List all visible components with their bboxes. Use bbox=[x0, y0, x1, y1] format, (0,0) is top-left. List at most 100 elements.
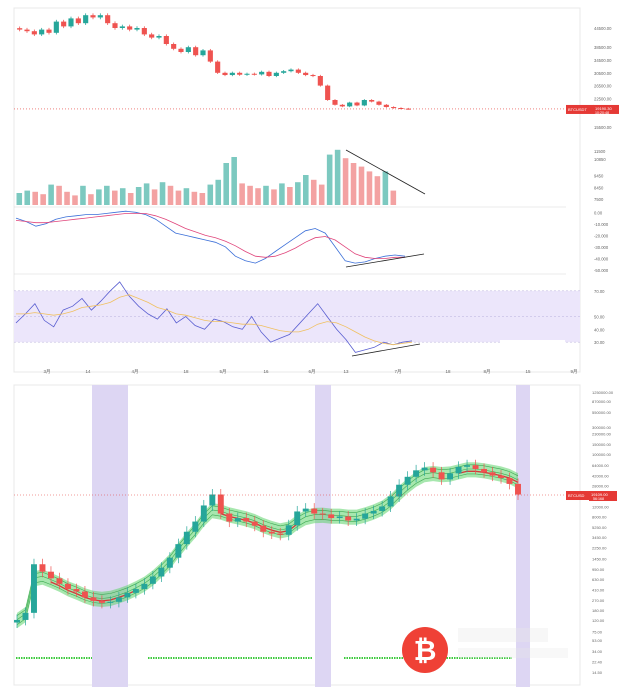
last-price-box bbox=[593, 104, 619, 114]
long-candle bbox=[277, 533, 284, 535]
long-price-axis-tick: 5250.00 bbox=[592, 525, 607, 530]
price-candle bbox=[391, 107, 397, 109]
volume-axis-tick: 9450 bbox=[594, 174, 604, 179]
time-axis-tick: 15 bbox=[525, 369, 531, 374]
rsi-ma-line bbox=[16, 294, 413, 346]
price-candle bbox=[17, 28, 23, 30]
volume-bar bbox=[159, 182, 166, 205]
price-candle bbox=[383, 104, 389, 108]
long-price-axis-tick: 42000.00 bbox=[592, 474, 609, 479]
long-candle bbox=[200, 505, 207, 522]
volume-axis-tick: 10850 bbox=[594, 157, 606, 162]
price-candle bbox=[266, 71, 272, 76]
macd-axis-tick: -40.000 bbox=[594, 256, 609, 261]
long-price-axis-tick: 630.00 bbox=[592, 577, 605, 582]
long-last-price-tag: 19109.00 bbox=[591, 492, 608, 497]
long-price-axis-tick: 8000.00 bbox=[592, 514, 607, 519]
long-candle bbox=[226, 513, 233, 522]
price-candle bbox=[127, 26, 133, 30]
volume-bar bbox=[310, 179, 317, 205]
price-candle bbox=[244, 73, 250, 75]
long-price-axis-tick: 12000.00 bbox=[592, 504, 609, 509]
long-candle bbox=[81, 591, 88, 598]
time-axis-tick: 5月 bbox=[219, 369, 226, 375]
long-candle bbox=[90, 597, 97, 601]
price-candle bbox=[339, 104, 345, 107]
volume-bar bbox=[287, 187, 293, 205]
long-candle bbox=[387, 496, 394, 507]
long-candle bbox=[183, 531, 190, 545]
macd-axis-tick: -10.000 bbox=[594, 222, 609, 227]
long-candle bbox=[294, 511, 301, 526]
shaded-period bbox=[315, 385, 331, 687]
time-axis-tick: 3月 bbox=[43, 369, 50, 375]
long-price-axis-tick: 3450.00 bbox=[592, 535, 607, 540]
price-candle bbox=[259, 71, 265, 75]
price-candle bbox=[405, 108, 411, 110]
long-sub-tag: 56:168 bbox=[593, 497, 604, 501]
long-candle bbox=[430, 467, 437, 473]
volume-bar bbox=[48, 184, 54, 205]
long-candle bbox=[268, 531, 275, 534]
long-candle bbox=[47, 571, 54, 579]
price-candle bbox=[281, 71, 287, 73]
volume-bar bbox=[24, 190, 31, 205]
long-price-axis-tick: 150000.00 bbox=[592, 442, 612, 447]
long-candle bbox=[39, 564, 46, 572]
volume-trendline bbox=[345, 149, 426, 195]
long-candle bbox=[217, 494, 224, 514]
long-candle bbox=[421, 467, 428, 471]
macd-line bbox=[15, 210, 406, 264]
price-axis-tick: 30500.00 bbox=[594, 71, 612, 76]
long-candle bbox=[124, 592, 131, 598]
volume-bar bbox=[239, 183, 245, 205]
macd-axis-tick: -50.000 bbox=[594, 268, 609, 273]
volume-bar bbox=[119, 188, 126, 205]
time-axis-tick: 6月 bbox=[308, 369, 315, 375]
rsi-band bbox=[14, 290, 580, 343]
time-axis-tick: 18 bbox=[183, 369, 189, 374]
long-last-price-box bbox=[589, 491, 617, 502]
long-candle bbox=[506, 478, 513, 484]
long-price-axis-tick: 410.00 bbox=[592, 588, 605, 593]
volume-bar bbox=[183, 188, 190, 205]
price-candle bbox=[149, 34, 155, 38]
price-axis-tick: 22500.00 bbox=[594, 96, 612, 101]
price-candle bbox=[273, 72, 279, 76]
time-axis-tick: 18 bbox=[445, 369, 451, 374]
volume-bar bbox=[135, 187, 142, 205]
price-candle bbox=[332, 100, 338, 105]
ma-ribbon-line bbox=[16, 473, 519, 625]
volume-bar bbox=[374, 176, 381, 205]
long-candle bbox=[489, 472, 496, 476]
long-price-axis-tick: 22.40 bbox=[592, 659, 603, 664]
price-candle bbox=[46, 29, 52, 33]
rsi-axis-tick: 30.00 bbox=[594, 340, 605, 345]
long-price-axis-tick: 64000.00 bbox=[592, 463, 609, 468]
time-axis-tick: 16 bbox=[263, 369, 269, 374]
long-candle bbox=[175, 544, 182, 558]
rsi-axis-tick: 50.00 bbox=[594, 315, 605, 320]
macd-axis-tick: 0.00 bbox=[594, 210, 603, 215]
long-candle bbox=[472, 465, 479, 469]
volume-bar bbox=[223, 163, 229, 205]
price-candle bbox=[325, 85, 331, 100]
long-candle bbox=[379, 506, 386, 511]
long-candle bbox=[438, 472, 445, 480]
volume-bar bbox=[199, 193, 206, 205]
long-candle bbox=[481, 468, 488, 473]
long-price-axis-tick: 28000.00 bbox=[592, 484, 609, 489]
time-axis-tick: 13 bbox=[343, 369, 349, 374]
volume-bar bbox=[16, 193, 23, 205]
volume-bar bbox=[40, 194, 46, 205]
rsi-trendline bbox=[351, 343, 421, 357]
shaded-period bbox=[92, 385, 128, 687]
macd-axis-tick: -20.000 bbox=[594, 233, 609, 238]
ma-ribbon-line bbox=[16, 468, 519, 620]
volume-bar bbox=[255, 188, 261, 205]
price-candle bbox=[361, 100, 367, 106]
long-candle bbox=[362, 513, 369, 519]
price-candle bbox=[295, 69, 301, 73]
price-candle bbox=[75, 18, 81, 24]
price-candle bbox=[207, 50, 213, 62]
